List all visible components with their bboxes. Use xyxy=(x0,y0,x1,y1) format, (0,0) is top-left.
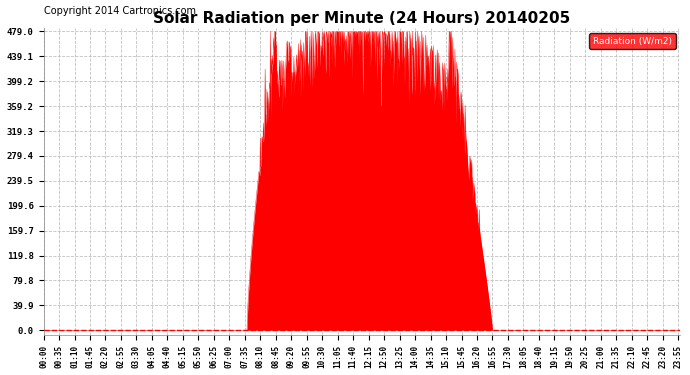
Title: Solar Radiation per Minute (24 Hours) 20140205: Solar Radiation per Minute (24 Hours) 20… xyxy=(153,11,571,26)
Text: Copyright 2014 Cartronics.com: Copyright 2014 Cartronics.com xyxy=(43,6,195,16)
Legend: Radiation (W/m2): Radiation (W/m2) xyxy=(589,33,676,49)
